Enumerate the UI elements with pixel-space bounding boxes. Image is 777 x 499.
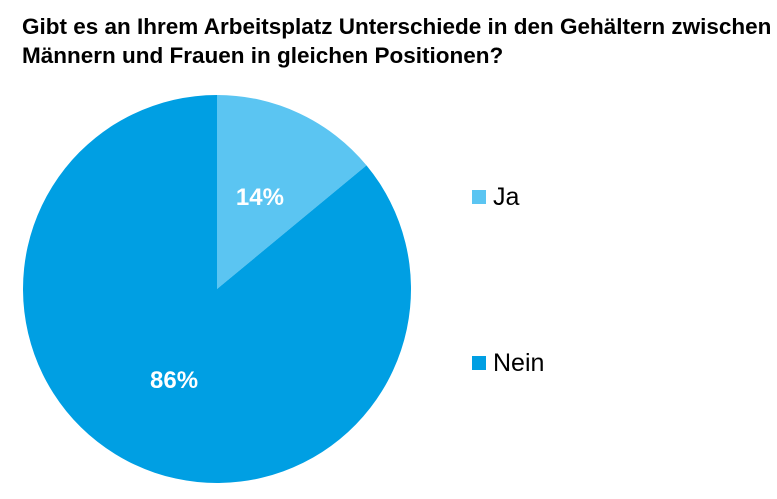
- legend-label-nein: Nein: [493, 349, 544, 377]
- pie-slice-ja: [217, 95, 367, 289]
- pie-slice-labels: 14% 86%: [150, 184, 284, 394]
- legend: Ja Nein: [472, 183, 544, 377]
- pie-slices: [23, 95, 411, 484]
- legend-item-ja: Ja: [472, 183, 520, 211]
- legend-label-ja: Ja: [493, 183, 520, 211]
- chart-title: Gibt es an Ihrem Arbeitsplatz Unterschie…: [22, 14, 772, 68]
- legend-swatch-ja: [472, 190, 486, 204]
- pie-slice-nein: [23, 95, 411, 484]
- legend-swatch-nein: [472, 356, 486, 370]
- legend-item-nein: Nein: [472, 349, 544, 377]
- slice-label-ja: 14%: [236, 184, 284, 211]
- slice-label-nein: 86%: [150, 367, 198, 394]
